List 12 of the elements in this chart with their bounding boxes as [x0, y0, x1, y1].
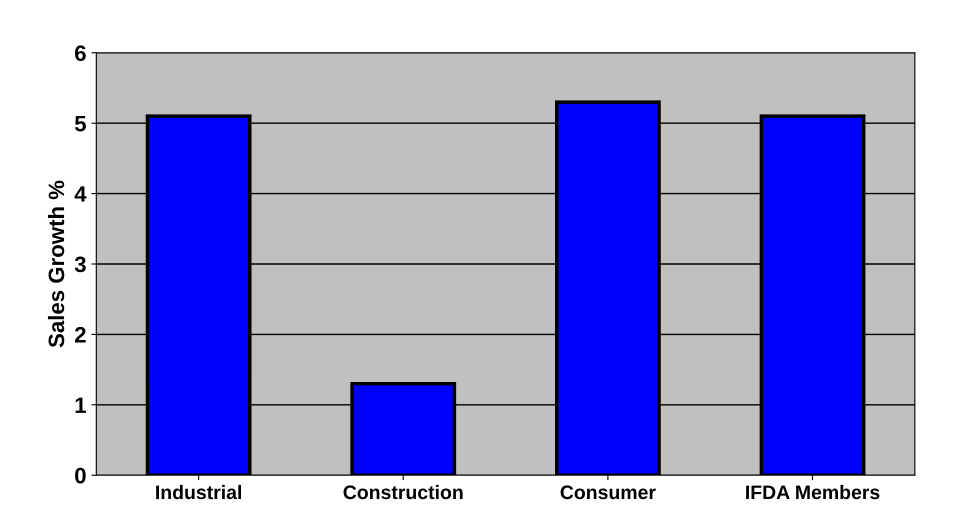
x-tick-label: Construction: [344, 484, 463, 500]
x-tick-label: Industrial: [156, 484, 241, 500]
y-tick-label: 2: [74, 326, 86, 342]
y-axis-title: Sales Growth %: [48, 180, 64, 348]
x-tick-label: IFDA Members: [746, 484, 880, 500]
y-tick-label: 1: [76, 398, 86, 413]
y-tick-label: 0: [75, 468, 86, 484]
x-tick-label: Consumer: [560, 485, 656, 500]
y-tick-label: 4: [74, 186, 86, 202]
y-tick-label: 6: [75, 45, 86, 62]
y-tick-label: 5: [74, 116, 86, 132]
y-tick-label: 3: [74, 256, 86, 272]
